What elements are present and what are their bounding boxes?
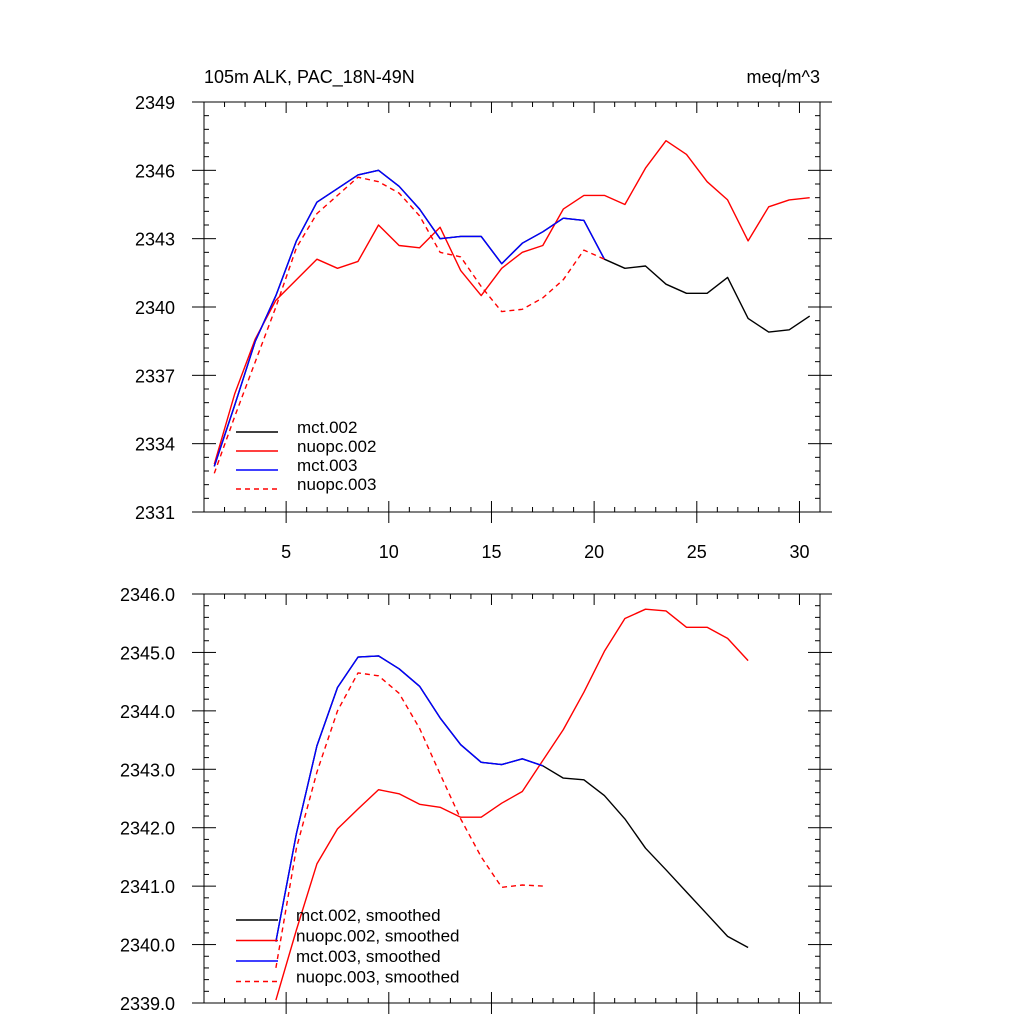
y-tick-label: 2349 [135, 93, 175, 113]
units-label: meq/m^3 [747, 67, 820, 87]
legend-label: nuopc.002, smoothed [296, 927, 460, 946]
series-line-mct-003-smoothed [275, 655, 544, 942]
legend: mct.002, smoothed nuopc.002, smoothedmct.… [236, 906, 460, 987]
y-tick-labels: 2339.0 2340.0 2341.0 2342.0 2343.0 2344.0 2345… [120, 585, 175, 1014]
bottom-panel: 2339.0 2340.0 2341.0 2342.0 2343.0 2344.0 2345… [120, 585, 832, 1014]
legend-label: nuopc.002 [297, 437, 376, 456]
top-panel: 105m ALK, PAC_18N-49N meq/m^3 2331233423… [135, 67, 832, 562]
series-lines [213, 139, 811, 474]
tick-marks [192, 101, 832, 523]
legend-label: mct.003 [297, 456, 357, 475]
legend-label: mct.002, smoothed [296, 906, 441, 925]
y-tick-label: 2340 [135, 298, 175, 318]
series-line-mct-003 [213, 169, 606, 467]
x-tick-label: 10 [379, 542, 399, 562]
legend-label: nuopc.003 [297, 475, 376, 494]
y-tick-label: 2346 [135, 161, 175, 181]
series-line-nuopc-003-smoothed [275, 672, 543, 969]
y-tick-label: 2331 [135, 503, 175, 523]
tick-marks [192, 593, 832, 1014]
series-line-mct-002-smoothed [275, 655, 749, 949]
legend-label: mct.003, smoothed [296, 947, 441, 966]
chart-title: 105m ALK, PAC_18N-49N [204, 67, 415, 88]
series-line-nuopc-002-smoothed [275, 608, 749, 1001]
y-tick-label: 2345.0 [120, 643, 175, 663]
y-tick-label: 2344.0 [120, 702, 175, 722]
y-tick-label: 2343.0 [120, 760, 175, 780]
x-tick-label: 25 [687, 542, 707, 562]
x-tick-label: 20 [584, 542, 604, 562]
y-tick-label: 2334 [135, 435, 175, 455]
x-tick-label: 30 [789, 542, 809, 562]
series-line-nuopc-002 [213, 139, 810, 465]
y-tick-label: 2339.0 [120, 994, 175, 1014]
x-tick-label: 15 [481, 542, 501, 562]
y-tick-label: 2343 [135, 230, 175, 250]
y-tick-label: 2337 [135, 366, 175, 386]
series-lines [275, 608, 749, 1001]
series-line-nuopc-003 [213, 176, 605, 474]
legend-label: nuopc.003, smoothed [296, 968, 460, 987]
y-tick-label: 2346.0 [120, 585, 175, 605]
x-tick-label: 5 [281, 542, 291, 562]
x-tick-labels: 5 10 15 20 25 30 [281, 542, 809, 562]
y-tick-labels: 2331 2334 2337 2340 2343 2346 2349 [135, 93, 175, 523]
y-tick-label: 2341.0 [120, 877, 175, 897]
legend-label: mct.002 [297, 418, 357, 437]
y-tick-label: 2342.0 [120, 819, 175, 839]
y-tick-label: 2340.0 [120, 936, 175, 956]
